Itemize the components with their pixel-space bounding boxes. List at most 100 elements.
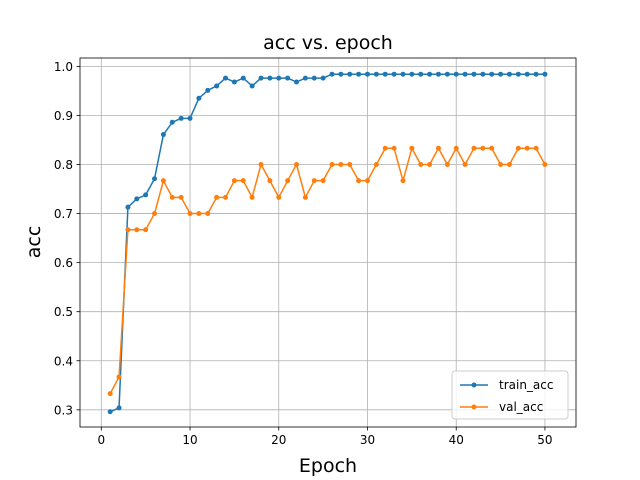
data-point-train-acc: [294, 79, 300, 85]
data-point-val-acc: [187, 211, 193, 217]
data-point-val-acc: [418, 161, 424, 167]
y-tick-label: 0.6: [54, 256, 73, 270]
data-point-val-acc: [196, 211, 202, 217]
x-tick-label: 10: [182, 433, 197, 447]
data-point-train-acc: [249, 83, 255, 89]
data-point-train-acc: [329, 71, 335, 77]
data-point-val-acc: [338, 161, 344, 167]
y-tick-label: 0.3: [54, 403, 73, 417]
data-point-val-acc: [116, 374, 122, 380]
data-point-val-acc: [391, 145, 397, 151]
data-point-train-acc: [276, 75, 282, 81]
data-point-train-acc: [382, 71, 388, 77]
data-point-val-acc: [364, 178, 370, 184]
data-point-val-acc: [302, 194, 308, 200]
x-tick-label: 30: [360, 433, 375, 447]
data-point-val-acc: [231, 178, 237, 184]
data-point-val-acc: [320, 178, 326, 184]
data-point-train-acc: [542, 71, 548, 77]
data-point-train-acc: [409, 71, 415, 77]
data-point-val-acc: [524, 145, 530, 151]
data-point-val-acc: [347, 161, 353, 167]
data-point-val-acc: [160, 178, 166, 184]
data-point-train-acc: [320, 75, 326, 81]
data-point-val-acc: [152, 211, 158, 217]
data-point-train-acc: [418, 71, 424, 77]
legend-marker-train-acc: [471, 382, 477, 388]
chart-title: acc vs. epoch: [263, 32, 393, 54]
data-point-train-acc: [498, 71, 504, 77]
data-point-train-acc: [231, 79, 237, 85]
data-point-train-acc: [196, 95, 202, 101]
x-axis-label: Epoch: [299, 455, 357, 477]
data-point-val-acc: [489, 145, 495, 151]
data-point-train-acc: [533, 71, 539, 77]
y-tick-label: 0.8: [54, 158, 73, 172]
data-point-val-acc: [542, 161, 548, 167]
data-point-val-acc: [249, 194, 255, 200]
data-point-train-acc: [524, 71, 530, 77]
legend-marker-val-acc: [471, 404, 477, 410]
plot-frame: [79, 57, 577, 428]
data-point-val-acc: [409, 145, 415, 151]
data-point-val-acc: [329, 161, 335, 167]
data-point-train-acc: [506, 71, 512, 77]
data-point-val-acc: [294, 161, 300, 167]
data-point-train-acc: [453, 71, 459, 77]
y-tick-label: 0.4: [54, 354, 73, 368]
data-point-val-acc: [480, 145, 486, 151]
data-point-val-acc: [134, 227, 140, 233]
data-point-train-acc: [285, 75, 291, 81]
data-point-val-acc: [435, 145, 441, 151]
data-point-train-acc: [223, 75, 229, 81]
tick-layer: 0 10 20 30 40 50 0.3 0.4 0.5 0.6 0.7 0.8 0.9 1.0: [54, 60, 553, 447]
data-point-train-acc: [134, 196, 140, 202]
grid-layer: [80, 58, 576, 427]
y-tick-label: 0.7: [54, 207, 73, 221]
data-point-train-acc: [480, 71, 486, 77]
data-point-val-acc: [471, 145, 477, 151]
data-point-train-acc: [214, 83, 220, 89]
data-point-val-acc: [276, 194, 282, 200]
data-point-val-acc: [143, 227, 149, 233]
data-point-train-acc: [125, 204, 131, 210]
series-line-val-acc: [109, 147, 546, 394]
data-point-train-acc: [400, 71, 406, 77]
data-point-val-acc: [356, 178, 362, 184]
data-point-train-acc: [373, 71, 379, 77]
data-point-train-acc: [462, 71, 468, 77]
data-point-train-acc: [178, 115, 184, 121]
x-tick-label: 40: [449, 433, 464, 447]
x-tick-label: 20: [271, 433, 286, 447]
legend-label-train-acc: train_acc: [499, 378, 553, 392]
data-point-train-acc: [471, 71, 477, 77]
data-point-val-acc: [107, 391, 113, 397]
data-point-train-acc: [116, 405, 122, 411]
data-point-val-acc: [382, 145, 388, 151]
data-point-val-acc: [373, 161, 379, 167]
data-point-train-acc: [356, 71, 362, 77]
data-point-train-acc: [302, 75, 308, 81]
data-point-train-acc: [435, 71, 441, 77]
legend: train_acc val_acc: [451, 370, 569, 420]
data-point-train-acc: [169, 119, 175, 125]
data-point-train-acc: [205, 87, 211, 93]
data-point-train-acc: [160, 132, 166, 138]
data-point-val-acc: [258, 161, 264, 167]
data-point-train-acc: [143, 192, 149, 198]
data-point-val-acc: [311, 178, 317, 184]
y-tick-label: 0.5: [54, 305, 73, 319]
data-point-val-acc: [169, 194, 175, 200]
data-point-train-acc: [187, 115, 193, 121]
data-point-train-acc: [240, 75, 246, 81]
data-point-train-acc: [107, 409, 113, 415]
data-point-val-acc: [533, 145, 539, 151]
data-point-val-acc: [515, 145, 521, 151]
y-tick-label: 0.9: [54, 109, 73, 123]
data-point-train-acc: [391, 71, 397, 77]
data-point-val-acc: [205, 211, 211, 217]
data-point-val-acc: [506, 161, 512, 167]
data-point-val-acc: [178, 194, 184, 200]
data-point-train-acc: [489, 71, 495, 77]
